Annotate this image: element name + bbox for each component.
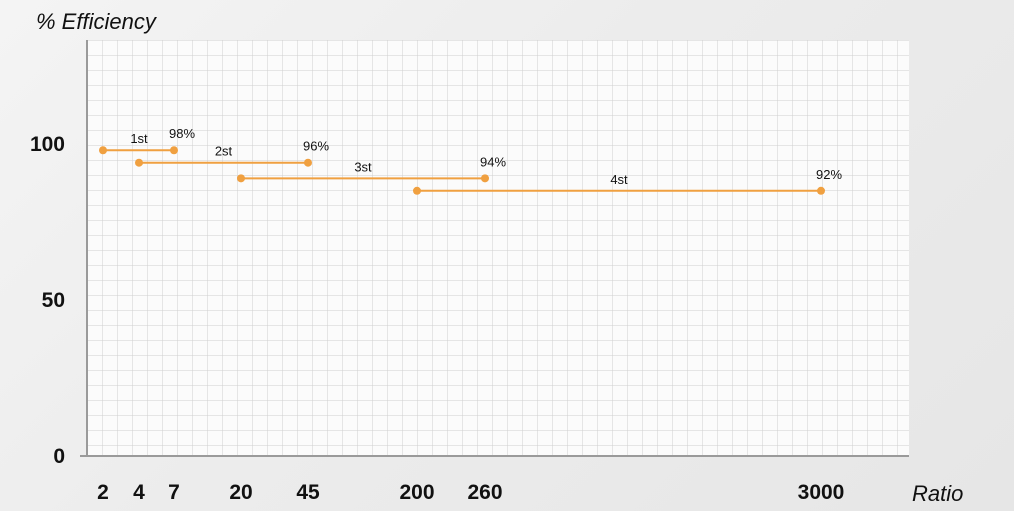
data-point	[817, 186, 825, 195]
x-tick-labels: 2 4 7 20 45 200 260 3000	[97, 481, 844, 504]
data-point	[481, 174, 489, 183]
series-name-label: 4st	[610, 172, 628, 187]
data-value-label: 92%	[816, 167, 842, 182]
data-point	[99, 146, 107, 155]
series-1st: 1st 98%	[99, 126, 195, 155]
series-name-label: 1st	[130, 131, 148, 146]
y-tick-labels: 0 50 100	[30, 133, 65, 468]
x-tick-label: 260	[467, 481, 502, 504]
y-tick-label: 100	[30, 133, 65, 156]
x-tick-label: 20	[229, 481, 252, 504]
y-tick-label: 50	[42, 289, 65, 312]
series-4st: 4st 92%	[413, 167, 842, 195]
y-tick-label: 0	[53, 445, 65, 468]
y-axis-title: % Efficiency	[36, 9, 158, 34]
data-point	[304, 158, 312, 167]
data-point	[170, 146, 178, 155]
series-name-label: 2st	[215, 144, 233, 159]
x-tick-label: 3000	[798, 481, 845, 504]
series-2st: 2st 96%	[135, 139, 329, 167]
series-3st: 3st 94%	[237, 154, 506, 183]
series-group: 1st 98% 2st 96% 3st 94% 4st 92%	[99, 126, 842, 195]
x-tick-label: 2	[97, 481, 109, 504]
x-axis-title: Ratio	[912, 481, 963, 506]
x-tick-label: 7	[168, 481, 180, 504]
x-tick-label: 200	[399, 481, 434, 504]
data-value-label: 94%	[480, 154, 506, 169]
series-name-label: 3st	[354, 159, 372, 174]
data-point	[237, 174, 245, 183]
data-point	[135, 158, 143, 167]
data-point	[413, 186, 421, 195]
x-tick-label: 4	[133, 481, 145, 504]
grid	[87, 40, 909, 456]
x-tick-label: 45	[296, 481, 320, 504]
data-value-label: 96%	[303, 139, 329, 154]
data-value-label: 98%	[169, 126, 195, 141]
